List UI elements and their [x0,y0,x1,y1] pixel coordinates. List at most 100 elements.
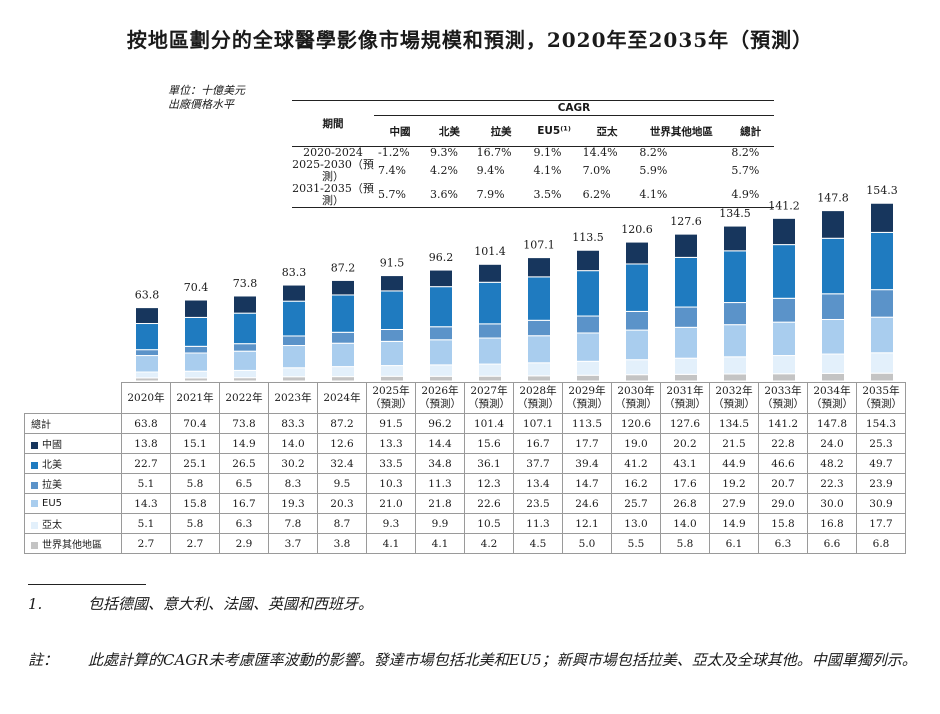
cagr-value: 9.3% [430,146,458,159]
table-cell: 22.7 [121,453,171,474]
cagr-row: 2031-2035（預測） 5.7% 3.6% 7.9% 3.5% 6.2% 4.1% 4.9… [292,183,774,208]
table-cell: 30.9 [856,493,906,514]
total-label: 107.1 [523,239,555,252]
bar-segment [674,357,698,375]
table-row: EU5 14.3 15.8 16.7 19.3 20.3 21.0 21.8 22.6 23.5 2… [24,493,906,514]
bar-segment [821,293,845,320]
bar-segment [478,263,502,283]
table-cell: 26.8 [660,493,710,514]
table-cell: 8.3 [268,473,318,494]
bar-segment [282,284,306,302]
cagr-value: 5.9% [639,164,668,177]
bar-segment [478,337,502,365]
table-cell: 16.7 [219,493,269,514]
year-header: 2023年 [268,382,318,414]
table-cell: 33.5 [366,453,416,474]
table-cell: 6.1 [709,533,759,554]
bar-segment [772,321,796,357]
footnote-text: 此處計算的CAGR未考慮匯率波動的影響。發達市場包括北美和EU5；新興市場包括拉… [88,651,917,669]
table-cell: 6.6 [807,533,857,554]
table-cell: 23.9 [856,473,906,494]
stacked-bar-chart: 63.8 70.4 73.8 83.3 87.2 91.5 96.2 101.4 107.1 11… [135,184,898,382]
table-cell: 6.3 [219,513,269,534]
year-header: 2024年 [317,382,367,414]
bar-segment [625,310,649,331]
bar-segment [380,340,404,367]
bar-segment [233,377,257,382]
row-label-text: 中國 [42,440,62,451]
bar-segment [331,331,355,344]
cagr-value: 4.1% [533,164,562,177]
table-cell: 16.8 [807,513,857,534]
table-row: 世界其他地區 2.7 2.7 2.9 3.7 3.8 4.1 4.1 4.2 4.5 5.0 5.5 5… [24,533,906,554]
footnote-text: 包括德國、意大利、法國、英國和西班牙。 [88,595,374,613]
table-cell: 14.9 [709,513,759,534]
bar-segment [870,202,894,233]
table-cell: 63.8 [121,413,171,434]
table-cell: 20.2 [660,433,710,454]
table-cell: 15.8 [170,493,220,514]
table-cell: 10.5 [464,513,514,534]
bar-segment [429,364,453,377]
bar-segment [478,375,502,382]
table-cell: 17.6 [660,473,710,494]
bar-segment [478,323,502,339]
table-cell: 5.0 [562,533,612,554]
table-cell: 14.9 [219,433,269,454]
unit-line: 單位：十億美元 [168,84,245,97]
bar-segment [527,257,551,278]
table-cell: 46.6 [758,453,808,474]
cagr-value: -1.2% [378,146,410,159]
period-header: 期間 [292,100,374,147]
row-label: 北美 [24,453,122,474]
bar-segment [527,375,551,382]
bar-segment [135,307,159,325]
table-cell: 6.8 [856,533,906,554]
cagr-column-header: 世界其他地區 [635,115,728,147]
bar-segment [527,319,551,337]
bar-segment [429,326,453,341]
footnote-note: 註： 此處計算的CAGR未考慮匯率波動的影響。發達市場包括北美和EU5；新興市場… [28,648,928,698]
table-cell: 34.8 [415,453,465,474]
table-cell: 11.3 [415,473,465,494]
bar-segment [527,335,551,364]
table-cell: 147.8 [807,413,857,434]
bar-segment [282,300,306,337]
row-label-text: EU5 [42,498,62,509]
row-label-text: 世界其他地區 [42,540,102,551]
bar-segment [870,352,894,374]
cagr-value: 3.6% [426,183,473,208]
table-cell: 36.1 [464,453,514,474]
bar-segment [674,256,698,308]
bar-segment [674,306,698,328]
table-row: 北美 22.7 25.1 26.5 30.2 32.4 33.5 34.8 36.1 37.7 39… [24,453,906,474]
cagr-value: 5.7% [731,164,760,177]
table-cell: 15.1 [170,433,220,454]
bar-segment [723,324,747,358]
bar-segment [331,366,355,378]
cagr-value: 16.7% [476,146,512,159]
table-cell: 5.8 [170,513,220,534]
row-label: 中國 [24,433,122,454]
table-cell: 24.6 [562,493,612,514]
table-cell: 21.5 [709,433,759,454]
row-label: EU5 [24,493,122,514]
bar-segment [184,370,208,379]
table-cell: 15.6 [464,433,514,454]
legend-swatch [31,461,38,469]
year-header: 2033年 （預測） [758,382,808,414]
table-cell: 20.7 [758,473,808,494]
bar-segment [233,350,257,371]
total-label: 96.2 [429,251,454,264]
table-cell: 14.3 [121,493,171,514]
row-label: 總計 [24,413,122,434]
cagr-value: 4.2% [430,164,458,177]
table-cell: 39.4 [562,453,612,474]
table-cell: 73.8 [219,413,269,434]
total-label: 73.8 [233,277,258,290]
table-cell: 23.5 [513,493,563,514]
table-cell: 16.7 [513,433,563,454]
bar-segment [184,299,208,318]
total-label: 113.5 [572,231,604,244]
table-corner [24,382,122,414]
